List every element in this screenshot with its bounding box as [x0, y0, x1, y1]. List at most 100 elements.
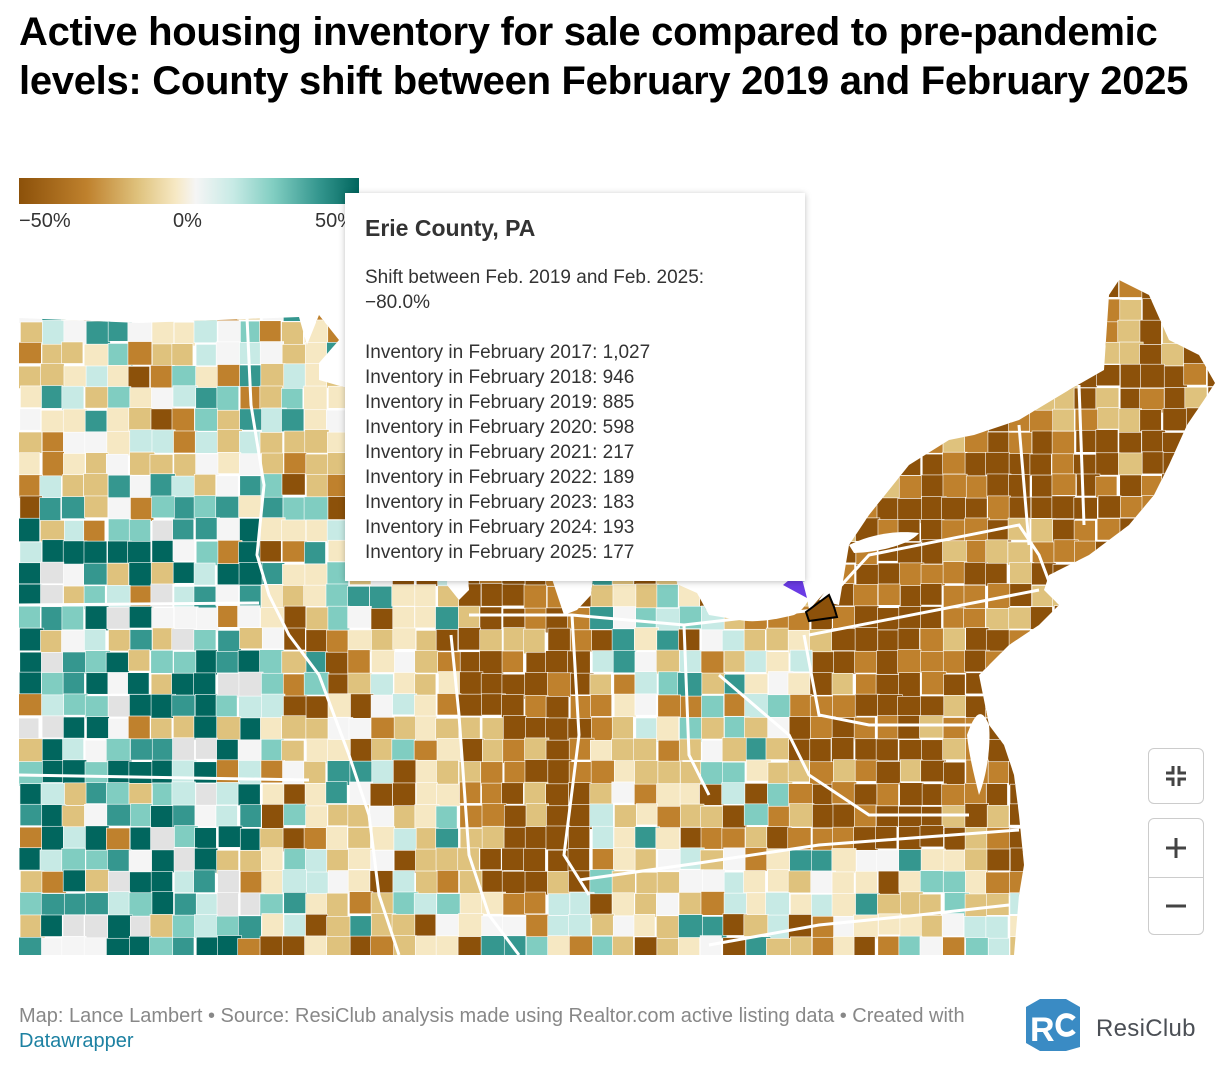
county-shape[interactable] [855, 870, 878, 897]
county-shape[interactable] [239, 804, 262, 828]
county-shape[interactable] [1073, 497, 1098, 520]
county-shape[interactable] [41, 871, 67, 894]
county-shape[interactable] [107, 914, 134, 940]
county-shape[interactable] [107, 760, 133, 784]
county-shape[interactable] [767, 914, 790, 940]
county-shape[interactable] [1119, 299, 1142, 323]
county-shape[interactable] [40, 520, 66, 542]
county-shape[interactable] [745, 737, 768, 763]
county-shape[interactable] [743, 803, 769, 826]
county-shape[interactable] [547, 871, 571, 895]
county-shape[interactable] [194, 694, 218, 719]
county-shape[interactable] [943, 695, 969, 717]
county-shape[interactable] [84, 410, 108, 435]
county-shape[interactable] [391, 914, 417, 937]
county-shape[interactable] [656, 806, 682, 829]
county-shape[interactable] [942, 473, 968, 498]
county-shape[interactable] [502, 738, 527, 764]
county-shape[interactable] [415, 848, 438, 872]
county-shape[interactable] [194, 847, 219, 874]
county-shape[interactable] [62, 759, 87, 784]
county-shape[interactable] [985, 916, 1009, 940]
county-shape[interactable] [436, 783, 462, 807]
county-shape[interactable] [856, 849, 880, 875]
county-shape[interactable] [19, 431, 43, 454]
county-shape[interactable] [85, 365, 110, 390]
county-shape[interactable] [545, 650, 571, 674]
county-shape[interactable] [767, 783, 790, 807]
county-shape[interactable] [812, 651, 838, 675]
county-shape[interactable] [523, 847, 546, 873]
county-shape[interactable] [415, 870, 439, 897]
county-shape[interactable] [942, 627, 966, 653]
county-shape[interactable] [195, 453, 220, 476]
county-shape[interactable] [347, 606, 372, 629]
county-shape[interactable] [260, 517, 286, 543]
county-shape[interactable] [524, 759, 550, 783]
datawrapper-link[interactable]: Datawrapper [19, 1030, 134, 1052]
county-shape[interactable] [62, 914, 85, 937]
county-shape[interactable] [61, 629, 87, 656]
zoom-in-button[interactable] [1149, 819, 1203, 878]
county-shape[interactable] [985, 608, 1011, 633]
county-shape[interactable] [964, 893, 988, 918]
county-shape[interactable] [965, 627, 990, 651]
county-shape[interactable] [195, 344, 220, 367]
county-shape[interactable] [1117, 319, 1142, 343]
county-shape[interactable] [195, 649, 218, 676]
county-shape[interactable] [63, 893, 89, 916]
county-shape[interactable] [414, 673, 437, 698]
county-shape[interactable] [900, 585, 922, 608]
county-shape[interactable] [171, 628, 197, 651]
county-shape[interactable] [173, 651, 198, 674]
county-shape[interactable] [679, 650, 705, 673]
county-shape[interactable] [634, 936, 658, 955]
county-shape[interactable] [1118, 408, 1142, 434]
county-shape[interactable] [899, 782, 925, 806]
county-shape[interactable] [435, 718, 460, 741]
county-shape[interactable] [215, 496, 240, 521]
county-shape[interactable] [898, 870, 922, 893]
county-shape[interactable] [986, 805, 1010, 831]
county-shape[interactable] [84, 804, 108, 829]
county-shape[interactable] [150, 408, 176, 433]
county-shape[interactable] [986, 473, 1012, 497]
county-shape[interactable] [853, 716, 876, 742]
county-shape[interactable] [283, 803, 307, 826]
county-shape[interactable] [171, 694, 196, 717]
county-shape[interactable] [19, 342, 42, 364]
county-shape[interactable] [195, 517, 220, 540]
county-shape[interactable] [876, 650, 900, 675]
county-shape[interactable] [392, 759, 418, 785]
county-shape[interactable] [173, 847, 198, 873]
county-shape[interactable] [151, 540, 175, 564]
county-shape[interactable] [634, 651, 659, 675]
county-shape[interactable] [1120, 363, 1144, 389]
county-shape[interactable] [239, 850, 263, 873]
county-shape[interactable] [413, 739, 438, 763]
county-shape[interactable] [63, 319, 88, 346]
county-shape[interactable] [589, 803, 614, 828]
county-shape[interactable] [897, 715, 921, 740]
county-shape[interactable] [1030, 518, 1056, 544]
county-shape[interactable] [1008, 474, 1031, 499]
county-shape[interactable] [590, 584, 617, 608]
county-shape[interactable] [149, 936, 175, 955]
county-shape[interactable] [1095, 429, 1119, 455]
county-shape[interactable] [193, 495, 220, 521]
county-shape[interactable] [965, 475, 988, 501]
county-shape[interactable] [215, 341, 241, 366]
county-shape[interactable] [149, 914, 174, 939]
county-shape[interactable] [216, 716, 242, 741]
county-shape[interactable] [919, 936, 943, 955]
county-shape[interactable] [347, 869, 371, 893]
county-shape[interactable] [306, 871, 329, 897]
county-shape[interactable] [524, 672, 549, 697]
county-shape[interactable] [985, 562, 1008, 587]
county-shape[interactable] [964, 827, 988, 851]
county-shape[interactable] [457, 693, 483, 717]
county-shape[interactable] [83, 540, 108, 567]
county-shape[interactable] [216, 915, 240, 939]
county-shape[interactable] [61, 936, 87, 955]
county-shape[interactable] [260, 738, 285, 763]
